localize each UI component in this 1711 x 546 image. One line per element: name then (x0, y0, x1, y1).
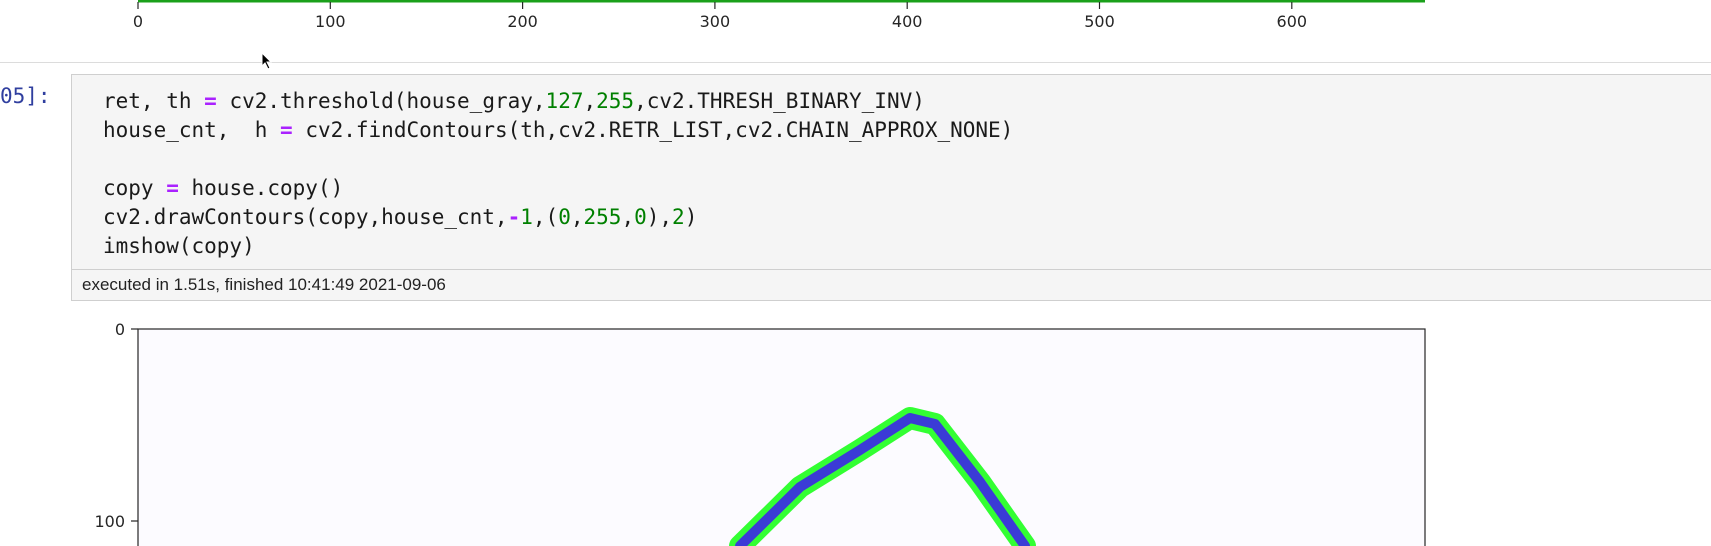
code-token: , (570, 205, 584, 229)
x-tick-label: 0 (133, 12, 143, 31)
code-token: 2 (672, 205, 685, 229)
code-token: cv2.drawContours(copy,house_cnt, (103, 205, 508, 229)
code-token: 0 (634, 205, 647, 229)
code-token: 0 (558, 205, 571, 229)
code-token: 255 (583, 205, 622, 229)
code-token: ,cv2.THRESH_BINARY_INV) (634, 89, 925, 113)
code-token: house.copy() (178, 176, 344, 200)
x-tick-label: 500 (1084, 12, 1115, 31)
code-line[interactable]: ret, th = cv2.threshold(house_gray,127,2… (103, 87, 1013, 116)
code-token: cv2.threshold(house_gray, (216, 89, 546, 113)
code-token: cv2.findContours(th,cv2.RETR_LIST,cv2.CH… (292, 118, 1014, 142)
code-line[interactable]: cv2.drawContours(copy,house_cnt,-1,(0,25… (103, 203, 1013, 232)
code-line[interactable]: house_cnt, h = cv2.findContours(th,cv2.R… (103, 116, 1013, 145)
code-token: imshow(copy) (103, 234, 255, 258)
top-plot-x-axis: 0 100 200 300 400 500 600 (133, 0, 1425, 31)
mouse-cursor-icon (261, 52, 273, 70)
x-tick-label: 400 (892, 12, 923, 31)
code-token: = (280, 118, 293, 142)
code-token: = (166, 176, 179, 200)
output-image-plot: 0 100 (94, 320, 1426, 546)
code-line[interactable]: imshow(copy) (103, 232, 1013, 261)
code-line[interactable] (103, 145, 1013, 174)
x-tick-label: 600 (1277, 12, 1308, 31)
code-token: = (204, 89, 217, 113)
contour-inner-line (735, 413, 1030, 546)
code-token: ret, th (103, 89, 205, 113)
code-cell-editor[interactable]: ret, th = cv2.threshold(house_gray,127,2… (71, 74, 1711, 269)
y-tick-label: 100 (94, 512, 125, 531)
code-token: 1 (520, 205, 533, 229)
x-tick-label: 300 (700, 12, 731, 31)
code-lines[interactable]: ret, th = cv2.threshold(house_gray,127,2… (103, 87, 1013, 261)
code-token: 127 (545, 89, 584, 113)
code-token: ,( (532, 205, 559, 229)
code-token: , (621, 205, 635, 229)
cell-divider (0, 62, 1711, 63)
code-token: copy (103, 176, 167, 200)
code-token: , (583, 89, 597, 113)
cell-prompt: 05]: (0, 84, 51, 108)
execution-info: executed in 1.51s, finished 10:41:49 202… (71, 269, 1711, 301)
code-token: - (507, 205, 521, 229)
x-tick-label: 100 (315, 12, 346, 31)
code-token: house_cnt, h (103, 118, 281, 142)
code-line[interactable]: copy = house.copy() (103, 174, 1013, 203)
house-contour (729, 407, 1036, 546)
y-tick-label: 0 (115, 320, 125, 339)
code-token: ), (646, 205, 673, 229)
code-token: ) (684, 205, 698, 229)
code-token: 255 (596, 89, 635, 113)
x-tick-label: 200 (507, 12, 538, 31)
